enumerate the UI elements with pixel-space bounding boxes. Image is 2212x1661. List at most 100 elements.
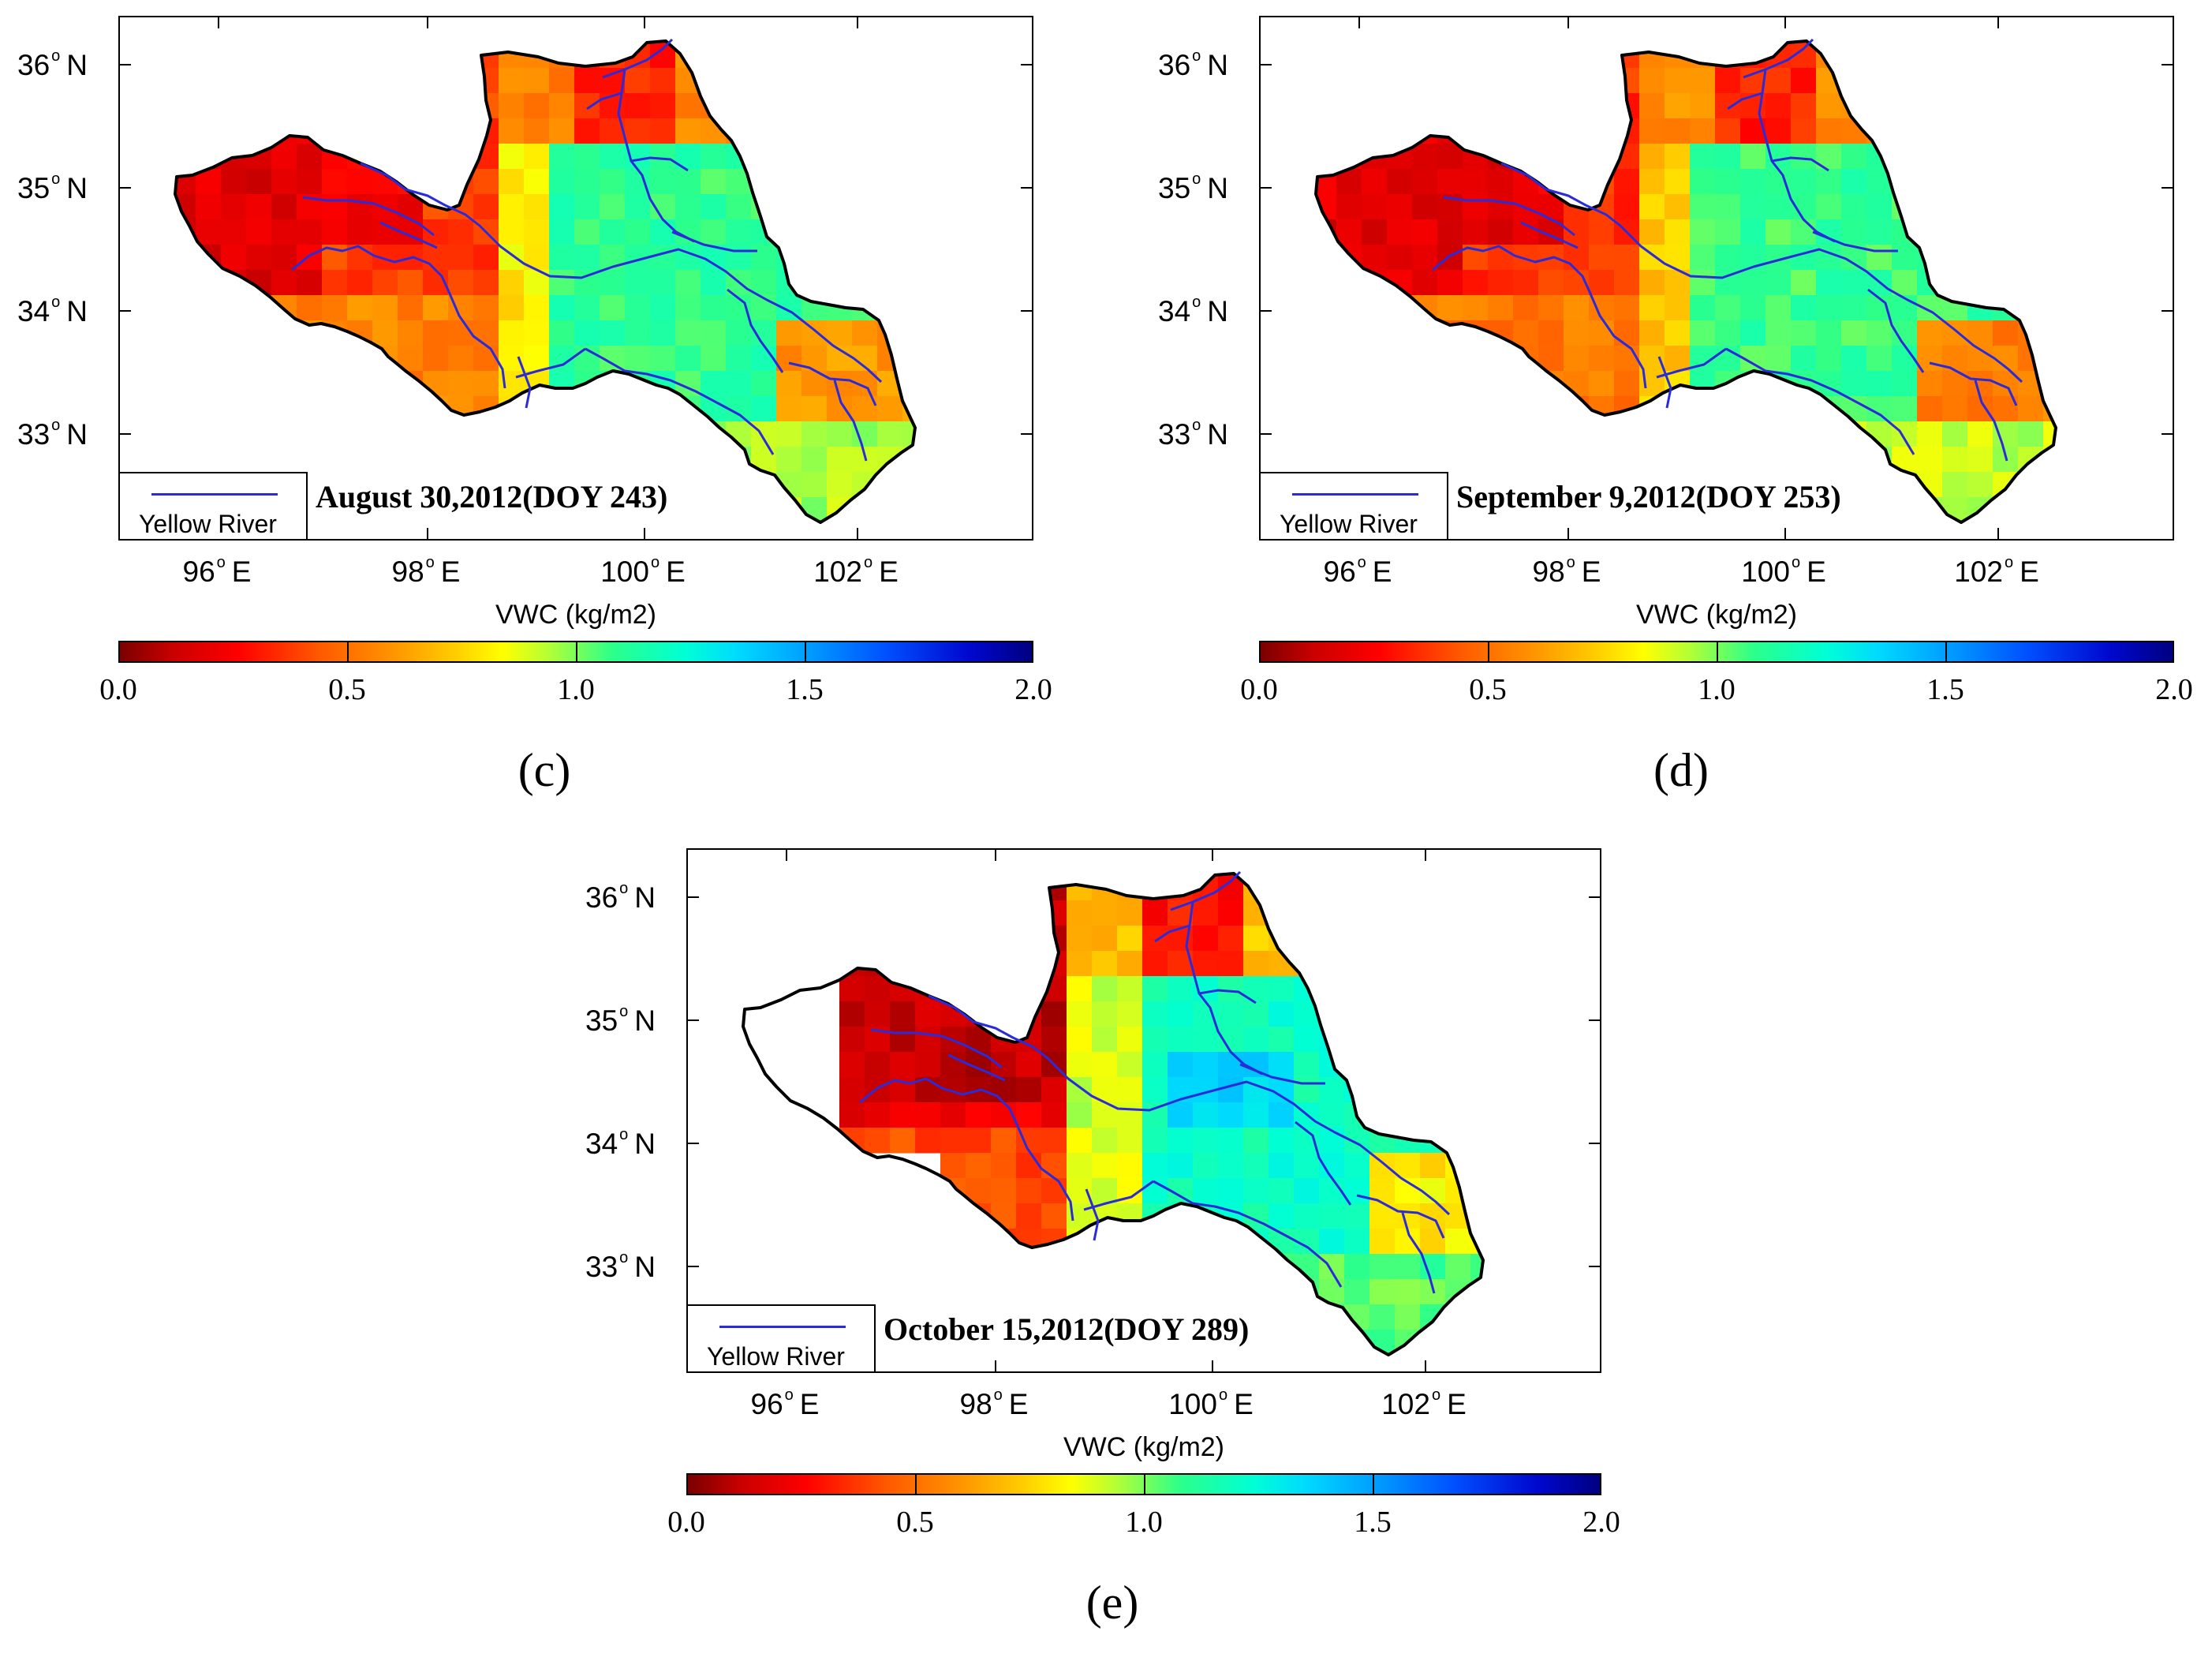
vwc-cell — [1546, 951, 1572, 977]
vwc-cell — [865, 1128, 891, 1154]
vwc-cell — [2018, 68, 2044, 94]
yellow-river-line — [302, 196, 435, 237]
vwc-cell — [1420, 900, 1446, 926]
vwc-cell — [2119, 245, 2145, 271]
lon-label-98: 98 o E — [1532, 554, 1601, 588]
vwc-cell — [549, 295, 575, 321]
vwc-cell — [751, 118, 777, 144]
vwc-cell — [1917, 93, 1943, 119]
vwc-cell — [1470, 1001, 1483, 1027]
vwc-cell — [902, 93, 915, 119]
vwc-cell — [650, 118, 676, 144]
vwc-cell — [675, 447, 701, 473]
vwc-cell — [751, 421, 777, 447]
vwc-cell — [1614, 421, 1640, 447]
vwc-cell — [1740, 396, 1766, 422]
vwc-cell — [1967, 194, 1993, 220]
vwc-cell — [1521, 951, 1547, 977]
vwc-cell — [940, 1052, 966, 1078]
vwc-cell — [978, 68, 1004, 94]
vwc-cell — [1892, 68, 1918, 94]
vwc-cell — [2119, 320, 2145, 346]
vwc-cell — [1564, 41, 1590, 43]
vwc-cell — [1488, 41, 1514, 43]
vwc-cell — [196, 421, 222, 447]
vwc-cell — [271, 68, 297, 94]
vwc-cell — [2169, 118, 2173, 144]
vwc-cell — [1261, 118, 1287, 144]
yellow-river-line — [727, 288, 784, 373]
yellow-river-line — [1520, 221, 1579, 249]
vwc-cell — [650, 169, 676, 195]
yellow-river-line — [1401, 1212, 1436, 1294]
vwc-cell — [1336, 396, 1362, 422]
vwc-cell — [2018, 169, 2044, 195]
vwc-cell — [1942, 270, 1968, 296]
vwc-cell — [978, 245, 1004, 271]
vwc-cell — [1142, 1027, 1168, 1053]
vwc-cell — [1261, 93, 1287, 119]
vwc-cell — [726, 320, 752, 346]
vwc-cell — [928, 17, 954, 43]
lon-label-98: 98 o E — [959, 1386, 1029, 1420]
vwc-cell — [1344, 1330, 1370, 1355]
vwc-cell — [2018, 144, 2044, 170]
vwc-cell — [1003, 219, 1029, 245]
vwc-cell — [953, 371, 979, 397]
vwc-cell — [1269, 1128, 1295, 1154]
vwc-cell — [549, 396, 575, 422]
vwc-cell — [246, 245, 272, 271]
yellow-river-line — [1812, 230, 1898, 253]
vwc-cell — [1316, 396, 1337, 422]
vwc-cell — [1168, 1001, 1194, 1027]
vwc-cell — [1917, 41, 1943, 43]
colorbar-title: VWC (kg/m2) — [495, 600, 656, 630]
vwc-cell — [1496, 1027, 1522, 1053]
vwc-cell — [1286, 93, 1312, 119]
vwc-cell — [1316, 144, 1337, 170]
vwc-cell — [1816, 320, 1842, 346]
vwc-cell — [1218, 926, 1244, 952]
vwc-cell — [1892, 270, 1918, 296]
vwc-cell — [1319, 976, 1345, 1002]
vwc-cell — [953, 219, 979, 245]
vwc-cell — [928, 497, 954, 523]
vwc-cell — [600, 320, 626, 346]
vwc-cell — [1513, 421, 1539, 447]
vwc-cell — [1067, 1279, 1093, 1305]
yellow-river-line — [360, 162, 883, 383]
vwc-cell — [1016, 926, 1042, 952]
vwc-cell — [1665, 118, 1691, 144]
vwc-cell — [776, 320, 802, 346]
vwc-cell — [1319, 875, 1345, 901]
vwc-cell — [701, 421, 727, 447]
vwc-cell — [1395, 1355, 1421, 1371]
vwc-cell — [1445, 1304, 1471, 1330]
vwc-cell — [1538, 295, 1564, 321]
vwc-cell — [1344, 1279, 1370, 1305]
vwc-cell — [175, 68, 196, 94]
vwc-cell — [600, 144, 626, 170]
vwc-cell — [175, 118, 196, 144]
vwc-cell — [1967, 522, 1993, 539]
yellow-river-line — [1170, 870, 1242, 911]
vwc-cell — [473, 346, 499, 372]
vwc-cell — [196, 371, 222, 397]
vwc-cell — [1690, 219, 1716, 245]
vwc-cell — [423, 396, 449, 422]
vwc-cell — [1412, 421, 1438, 447]
vwc-cell — [1269, 1102, 1295, 1128]
lat-label-35: 35 o N — [17, 170, 88, 204]
vwc-cell — [1546, 1027, 1572, 1053]
vwc-cell — [801, 41, 828, 43]
vwc-cell — [966, 1279, 992, 1305]
vwc-cell — [1269, 1027, 1295, 1053]
vwc-cell — [1513, 93, 1539, 119]
vwc-cell — [1117, 1279, 1143, 1305]
vwc-cell — [1369, 951, 1396, 977]
vwc-cell — [549, 93, 575, 119]
vwc-cell — [991, 1128, 1017, 1154]
vwc-cell — [2169, 346, 2173, 372]
vwc-cell — [473, 270, 499, 296]
vwc-cell — [1866, 194, 1893, 220]
